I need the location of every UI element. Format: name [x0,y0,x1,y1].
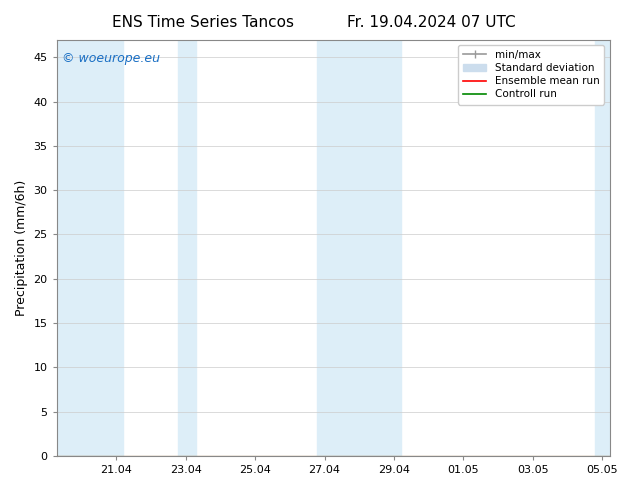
Bar [56,40,124,456]
Text: ENS Time Series Tancos: ENS Time Series Tancos [112,15,294,30]
Bar [595,40,610,456]
Bar [317,40,401,456]
Text: Fr. 19.04.2024 07 UTC: Fr. 19.04.2024 07 UTC [347,15,515,30]
Bar [178,40,196,456]
Text: © woeurope.eu: © woeurope.eu [62,52,160,65]
Legend: min/max, Standard deviation, Ensemble mean run, Controll run: min/max, Standard deviation, Ensemble me… [458,45,604,104]
Y-axis label: Precipitation (mm/6h): Precipitation (mm/6h) [15,180,28,316]
